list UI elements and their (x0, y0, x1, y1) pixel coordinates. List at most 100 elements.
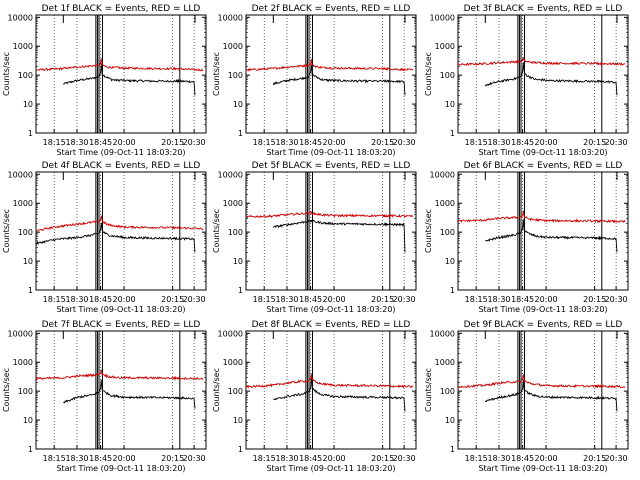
events-series-line (35, 222, 196, 253)
x-tick-label: 18:45 (89, 138, 112, 147)
x-tick-label: 20:00 (323, 454, 346, 463)
x-tick-label: 20:15 (583, 454, 606, 463)
y-tick-label: 10 (233, 416, 243, 425)
panel-title: Det 7f BLACK = Events, RED = LLD (42, 320, 201, 330)
plot-frame (457, 330, 629, 450)
x-tick-label: 18:15 (465, 295, 488, 304)
y-tick-label: 10000 (218, 329, 243, 338)
x-tick-label: 18:15 (253, 454, 276, 463)
x-tick-label: 18:30 (487, 295, 510, 304)
detector-panel: Det 1f BLACK = Events, RED = LLD 1 10 100 10… (2, 4, 207, 157)
y-tick-label: 1 (28, 445, 33, 454)
y-axis-label: Counts/sec (212, 368, 221, 412)
y-tick-label: 1 (28, 286, 33, 295)
lld-series-line (245, 373, 414, 389)
panel-title: Det 2f BLACK = Events, RED = LLD (252, 4, 411, 14)
x-axis-label: Start Time (09-Oct-11 18:03:20) (266, 464, 395, 473)
x-tick-label: 20:15 (161, 138, 184, 147)
x-tick-label: 18:15 (43, 138, 66, 147)
events-series-line (273, 219, 406, 253)
x-tick-label: 18:30 (487, 454, 510, 463)
y-axis-label: Counts/sec (424, 209, 433, 253)
x-tick-label: 18:30 (275, 454, 298, 463)
x-tick-label: 20:15 (161, 295, 184, 304)
events-series-line (63, 63, 196, 96)
events-series-line (484, 62, 618, 96)
plot-frame (457, 14, 629, 134)
y-tick-label: 1000 (13, 358, 33, 367)
plot-frame (245, 330, 417, 450)
y-tick-label: 100 (18, 71, 33, 80)
lld-series-line (35, 368, 204, 381)
lld-series-line (35, 215, 204, 232)
x-tick-label: 20:30 (605, 138, 628, 147)
detector-panel: Det 4f BLACK = Events, RED = LLD 1 10 100 10… (2, 161, 207, 314)
y-tick-label: 10000 (8, 329, 33, 338)
x-tick-label: 18:45 (89, 295, 112, 304)
y-tick-label: 1000 (13, 199, 33, 208)
plot-frame (457, 171, 629, 291)
y-tick-label: 1000 (435, 199, 455, 208)
x-tick-label: 18:15 (253, 138, 276, 147)
y-axis-label: Counts/sec (2, 209, 11, 253)
y-tick-label: 1000 (435, 42, 455, 51)
x-tick-label: 20:00 (113, 454, 136, 463)
y-tick-label: 1000 (223, 42, 243, 51)
y-axis-label: Counts/sec (424, 368, 433, 412)
panel-title: Det 3f BLACK = Events, RED = LLD (464, 4, 623, 14)
y-tick-label: 100 (228, 387, 243, 396)
x-axis-label: Start Time (09-Oct-11 18:03:20) (266, 148, 395, 157)
x-tick-label: 18:30 (275, 295, 298, 304)
y-tick-label: 1 (238, 286, 243, 295)
y-tick-label: 10 (23, 257, 33, 266)
panel-title: Det 8f BLACK = Events, RED = LLD (252, 320, 411, 330)
panel-title: Det 4f BLACK = Events, RED = LLD (42, 161, 201, 171)
y-tick-label: 100 (440, 228, 455, 237)
x-tick-label: 18:15 (43, 454, 66, 463)
x-tick-label: 18:15 (465, 138, 488, 147)
x-axis-label: Start Time (09-Oct-11 18:03:20) (478, 305, 607, 314)
x-tick-label: 20:15 (371, 295, 394, 304)
x-axis-label: Start Time (09-Oct-11 18:03:20) (56, 464, 185, 473)
y-tick-label: 1 (238, 445, 243, 454)
y-axis-label: Counts/sec (212, 209, 221, 253)
panel-title: Det 5f BLACK = Events, RED = LLD (252, 161, 411, 171)
x-tick-label: 20:30 (183, 295, 206, 304)
x-tick-label: 20:30 (393, 138, 416, 147)
lld-series-line (35, 58, 204, 72)
x-tick-label: 20:15 (371, 138, 394, 147)
y-tick-label: 1 (450, 286, 455, 295)
y-tick-label: 100 (18, 387, 33, 396)
x-tick-label: 18:15 (43, 295, 66, 304)
x-tick-label: 18:30 (65, 295, 88, 304)
x-tick-label: 20:30 (393, 295, 416, 304)
y-tick-label: 10 (445, 416, 455, 425)
y-tick-label: 100 (228, 71, 243, 80)
x-tick-label: 18:30 (65, 454, 88, 463)
x-tick-label: 20:15 (371, 454, 394, 463)
y-tick-label: 1000 (435, 358, 455, 367)
events-series-line (63, 379, 196, 409)
x-axis-label: Start Time (09-Oct-11 18:03:20) (56, 305, 185, 314)
y-axis-label: Counts/sec (2, 368, 11, 412)
y-tick-label: 10 (23, 416, 33, 425)
detector-panel: Det 7f BLACK = Events, RED = LLD 1 10 100 10… (2, 320, 207, 473)
x-tick-label: 18:30 (275, 138, 298, 147)
x-tick-label: 18:45 (299, 138, 322, 147)
y-tick-label: 10 (445, 257, 455, 266)
plot-frame (245, 14, 417, 134)
x-axis-label: Start Time (09-Oct-11 18:03:20) (56, 148, 185, 157)
x-tick-label: 18:15 (253, 295, 276, 304)
y-tick-label: 10000 (430, 170, 455, 179)
events-series-line (485, 219, 618, 253)
events-series-line (273, 376, 406, 412)
panel-title: Det 6f BLACK = Events, RED = LLD (464, 161, 623, 171)
y-tick-label: 1 (28, 129, 33, 138)
plot-frame (35, 171, 207, 291)
x-tick-label: 20:15 (583, 138, 606, 147)
y-tick-label: 100 (18, 228, 33, 237)
x-axis-label: Start Time (09-Oct-11 18:03:20) (266, 305, 395, 314)
x-tick-label: 18:15 (465, 454, 488, 463)
y-tick-label: 10000 (218, 170, 243, 179)
